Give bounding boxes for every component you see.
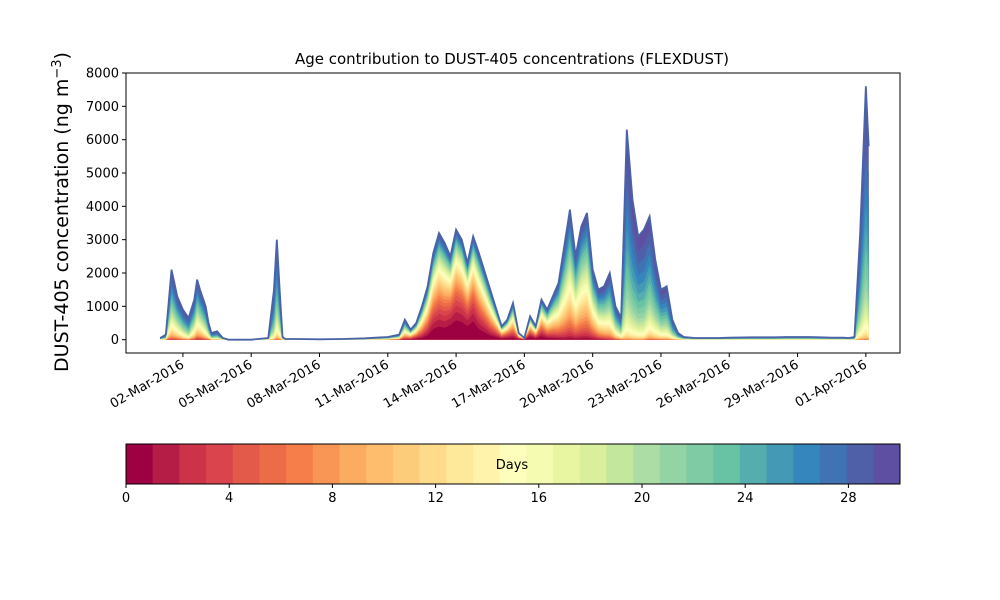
x-tick-label: 17-Mar-2016 bbox=[449, 357, 528, 411]
x-tick-label: 05-Mar-2016 bbox=[176, 357, 255, 411]
colorbar: 0 4 8 12 16 20 24 28 bbox=[122, 443, 901, 506]
colorbar-segment bbox=[766, 444, 794, 484]
y-tick-label: 4000 bbox=[86, 200, 119, 215]
colorbar-segment bbox=[392, 444, 421, 484]
colorbar-frame bbox=[125, 443, 901, 485]
colorbar-segment bbox=[126, 444, 154, 484]
colorbar-tick-label: 8 bbox=[328, 491, 336, 506]
y-tick-label: 3000 bbox=[86, 233, 119, 248]
colorbar-tick-label: 4 bbox=[225, 491, 233, 506]
y-tick-label: 0 bbox=[111, 333, 119, 348]
colorbar-segment bbox=[446, 444, 474, 484]
x-axis: 02-Mar-201605-Mar-201608-Mar-201611-Mar-… bbox=[108, 353, 870, 412]
x-tick-label: 01-Apr-2016 bbox=[793, 357, 870, 410]
y-axis-label: DUST-405 concentration (ng m−3) bbox=[50, 52, 74, 372]
age-layer-14 bbox=[160, 261, 869, 340]
colorbar-segment bbox=[739, 444, 768, 484]
x-tick-label: 08-Mar-2016 bbox=[244, 357, 323, 411]
plot-frame bbox=[125, 72, 901, 354]
colorbar-segment bbox=[232, 444, 260, 484]
y-axis: 0 1000 2000 3000 4000 5000 6000 7000 8000 bbox=[86, 67, 126, 348]
colorbar-segment bbox=[659, 444, 687, 484]
y-tick-label: 2000 bbox=[86, 267, 119, 282]
colorbar-tick-label: 16 bbox=[531, 491, 548, 506]
y-tick-label: 5000 bbox=[86, 167, 119, 182]
y-tick-label: 7000 bbox=[86, 100, 119, 115]
colorbar-segment bbox=[419, 444, 447, 484]
colorbar-segment bbox=[846, 444, 874, 484]
y-axis-label-close: ) bbox=[51, 52, 73, 59]
colorbar-tick-label: 0 bbox=[122, 491, 130, 506]
x-tick-label: 20-Mar-2016 bbox=[518, 357, 597, 411]
colorbar-segment bbox=[819, 444, 848, 484]
x-tick-label: 29-Mar-2016 bbox=[722, 357, 801, 411]
colorbar-segment bbox=[686, 444, 714, 484]
area-layers bbox=[159, 86, 870, 341]
x-tick-label: 11-Mar-2016 bbox=[313, 357, 392, 411]
colorbar-segment bbox=[633, 444, 661, 484]
colorbar-segment bbox=[526, 444, 554, 484]
total-concentration-line bbox=[159, 86, 870, 341]
colorbar-segment bbox=[873, 444, 901, 484]
y-tick-label: 6000 bbox=[86, 133, 119, 148]
y-axis-label-sup: −3 bbox=[50, 59, 65, 78]
colorbar-segment bbox=[472, 444, 501, 484]
x-tick-label: 23-Mar-2016 bbox=[586, 357, 665, 411]
x-tick-label: 14-Mar-2016 bbox=[381, 357, 460, 411]
age-layer-13 bbox=[160, 264, 869, 340]
colorbar-segment bbox=[206, 444, 234, 484]
colorbar-segment bbox=[579, 444, 607, 484]
colorbar-segment bbox=[152, 444, 180, 484]
colorbar-tick-label: 12 bbox=[427, 491, 444, 506]
colorbar-segment bbox=[286, 444, 314, 484]
age-layer-28 bbox=[160, 86, 869, 340]
colorbar-segment bbox=[366, 444, 394, 484]
colorbar-tick-label: 28 bbox=[840, 491, 857, 506]
colorbar-segment bbox=[606, 444, 634, 484]
colorbar-segment bbox=[179, 444, 207, 484]
x-tick-label: 26-Mar-2016 bbox=[654, 357, 733, 411]
colorbar-segment bbox=[259, 444, 287, 484]
y-tick-label: 8000 bbox=[86, 67, 119, 82]
colorbar-label: Days bbox=[496, 458, 529, 473]
colorbar-segment bbox=[793, 444, 821, 484]
colorbar-segment bbox=[312, 444, 341, 484]
colorbar-segment bbox=[713, 444, 741, 484]
x-tick-label: 02-Mar-2016 bbox=[108, 357, 187, 411]
age-layer-12 bbox=[160, 266, 869, 340]
colorbar-segment bbox=[499, 444, 527, 484]
y-axis-label-main: DUST-405 concentration (ng m bbox=[51, 79, 73, 372]
colorbar-segment bbox=[339, 444, 367, 484]
colorbar-segment bbox=[553, 444, 581, 484]
colorbar-tick-label: 20 bbox=[634, 491, 651, 506]
y-tick-label: 1000 bbox=[86, 300, 119, 315]
chart-title: Age contribution to DUST-405 concentrati… bbox=[295, 50, 729, 68]
colorbar-tick-label: 24 bbox=[737, 491, 754, 506]
